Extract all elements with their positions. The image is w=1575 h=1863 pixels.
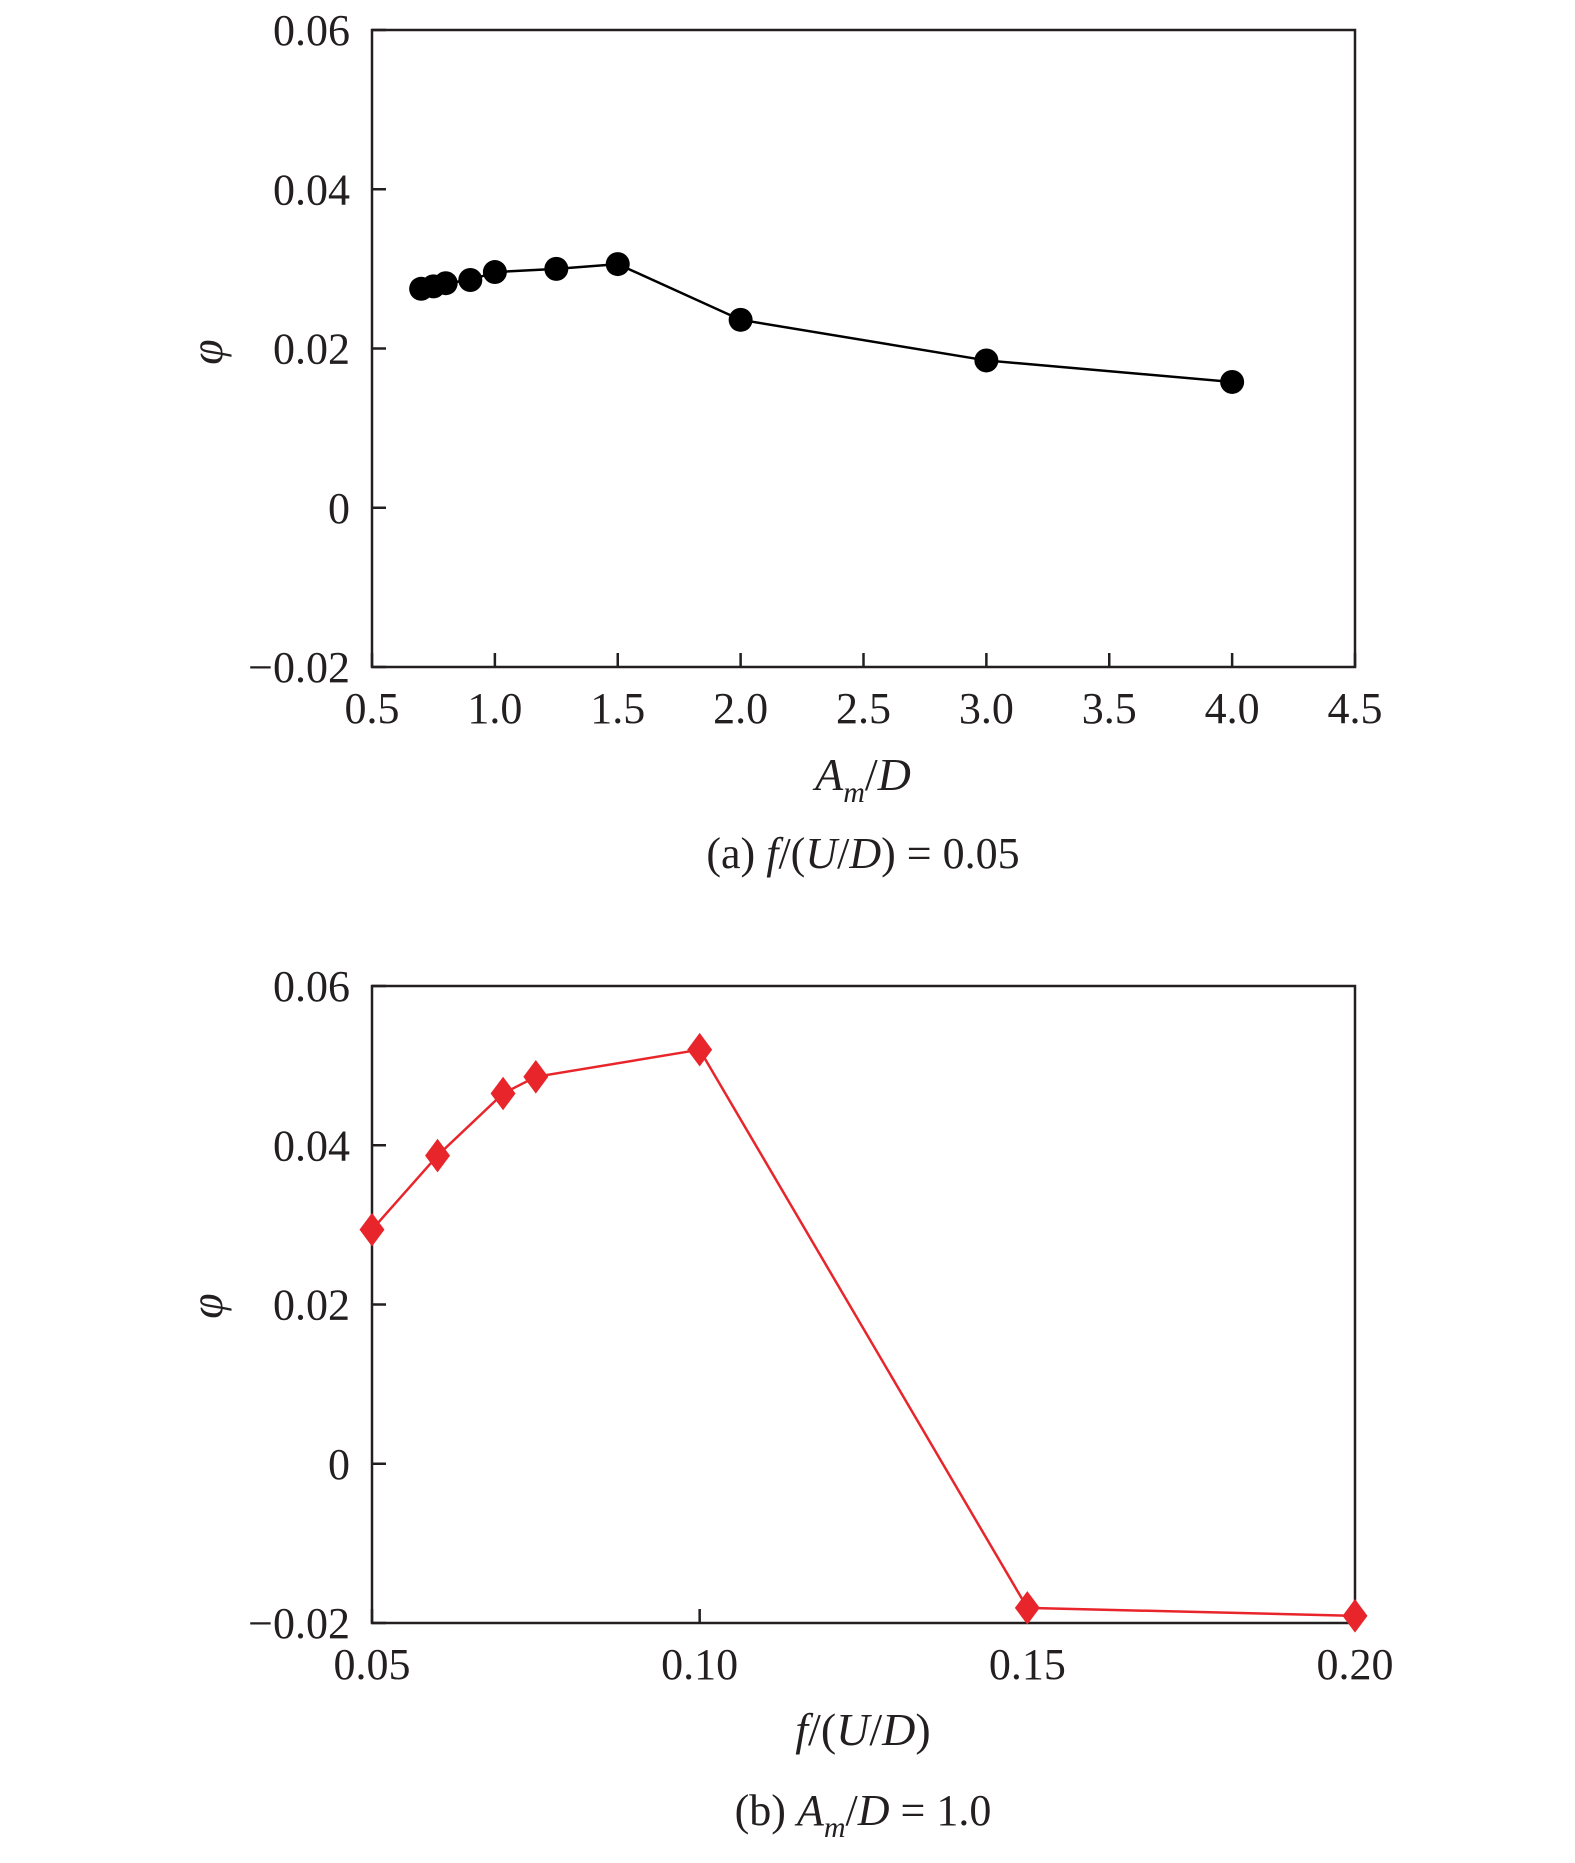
caption-b: (b) Am/D = 1.0 <box>735 1786 992 1844</box>
y-tick-label-a-2: 0.02 <box>273 325 350 374</box>
data-point-a-9 <box>1220 369 1245 394</box>
x-tick-label-b-0: 0.05 <box>334 1640 411 1689</box>
y-tick-label-b-2: 0.02 <box>273 1281 350 1330</box>
data-point-a-2 <box>433 271 458 296</box>
y-tick-label-b-4: 0.06 <box>273 962 350 1011</box>
data-point-a-7 <box>728 307 753 332</box>
data-point-a-8 <box>974 348 999 373</box>
caption-a: (a) f/(U/D) = 0.05 <box>706 829 1019 878</box>
y-axis-label-a: φ <box>181 339 232 364</box>
y-tick-label-b-1: 0 <box>328 1440 350 1489</box>
series-line-a <box>420 262 1233 384</box>
x-tick-label-a-0: 0.5 <box>345 684 400 733</box>
data-point-a-3 <box>458 268 483 293</box>
data-point-b-0 <box>359 1212 385 1247</box>
y-axis-label-b: φ <box>181 1293 232 1318</box>
y-tick-label-a-0: −0.02 <box>248 643 350 692</box>
y-tick-label-a-4: 0.06 <box>273 6 350 55</box>
series-line-b-0 <box>371 1048 1356 1618</box>
plot-frame-b <box>370 984 1357 1625</box>
data-point-a-4 <box>482 260 507 285</box>
x-tick-label-b-1: 0.10 <box>661 1640 738 1689</box>
x-tick-label-a-1: 1.0 <box>467 684 522 733</box>
data-point-b-2 <box>490 1076 516 1111</box>
x-tick-label-a-4: 2.5 <box>836 684 891 733</box>
chart-panel-b: 0.05 0.10 0.15 0.20 −0.02 0 0.02 0.04 0.06 φ f/(… <box>181 962 1394 1844</box>
series-line-b <box>371 1048 1356 1618</box>
y-tick-label-a-1: 0 <box>328 484 350 533</box>
x-tick-label-b-2: 0.15 <box>989 1640 1066 1689</box>
data-point-a-6 <box>605 252 630 277</box>
series-line-a-0 <box>420 262 1233 384</box>
plot-frame-a <box>370 28 1357 669</box>
data-point-b-6 <box>1342 1599 1368 1633</box>
chart-panel-a: 0.5 1.0 1.5 2.0 2.5 3.0 3.5 4.0 4.5 −0.02 0 0.02 0.0… <box>181 6 1383 878</box>
ticks-b: 0.05 0.10 0.15 0.20 −0.02 0 0.02 0.04 0.06 <box>248 962 1393 1689</box>
data-point-b-3 <box>523 1059 549 1094</box>
y-tick-label-a-3: 0.04 <box>273 165 350 214</box>
series-points-b <box>359 1032 1368 1633</box>
data-point-b-5 <box>1014 1591 1040 1625</box>
x-tick-label-a-7: 4.0 <box>1205 684 1260 733</box>
series-points-a <box>409 252 1245 394</box>
x-tick-label-a-3: 2.0 <box>713 684 768 733</box>
x-axis-label-b: f/(U/D) <box>795 1704 930 1755</box>
x-axis-label-a: Am/D <box>812 749 911 809</box>
x-tick-label-a-2: 1.5 <box>590 684 645 733</box>
data-point-a-5 <box>544 256 569 281</box>
y-tick-label-b-0: −0.02 <box>248 1599 350 1648</box>
x-tick-label-a-6: 3.5 <box>1082 684 1137 733</box>
x-tick-label-a-5: 3.0 <box>959 684 1014 733</box>
x-tick-label-b-3: 0.20 <box>1317 1640 1394 1689</box>
y-axis-label-b-text: φ <box>181 1293 232 1318</box>
y-axis-label-a-text: φ <box>181 339 232 364</box>
y-tick-label-b-3: 0.04 <box>273 1121 350 1170</box>
data-point-b-1 <box>425 1138 451 1173</box>
ticks-a: 0.5 1.0 1.5 2.0 2.5 3.0 3.5 4.0 4.5 −0.02 0 0.02 0.0… <box>248 6 1382 733</box>
data-point-b-4 <box>687 1032 713 1067</box>
x-tick-label-a-8: 4.5 <box>1328 684 1383 733</box>
